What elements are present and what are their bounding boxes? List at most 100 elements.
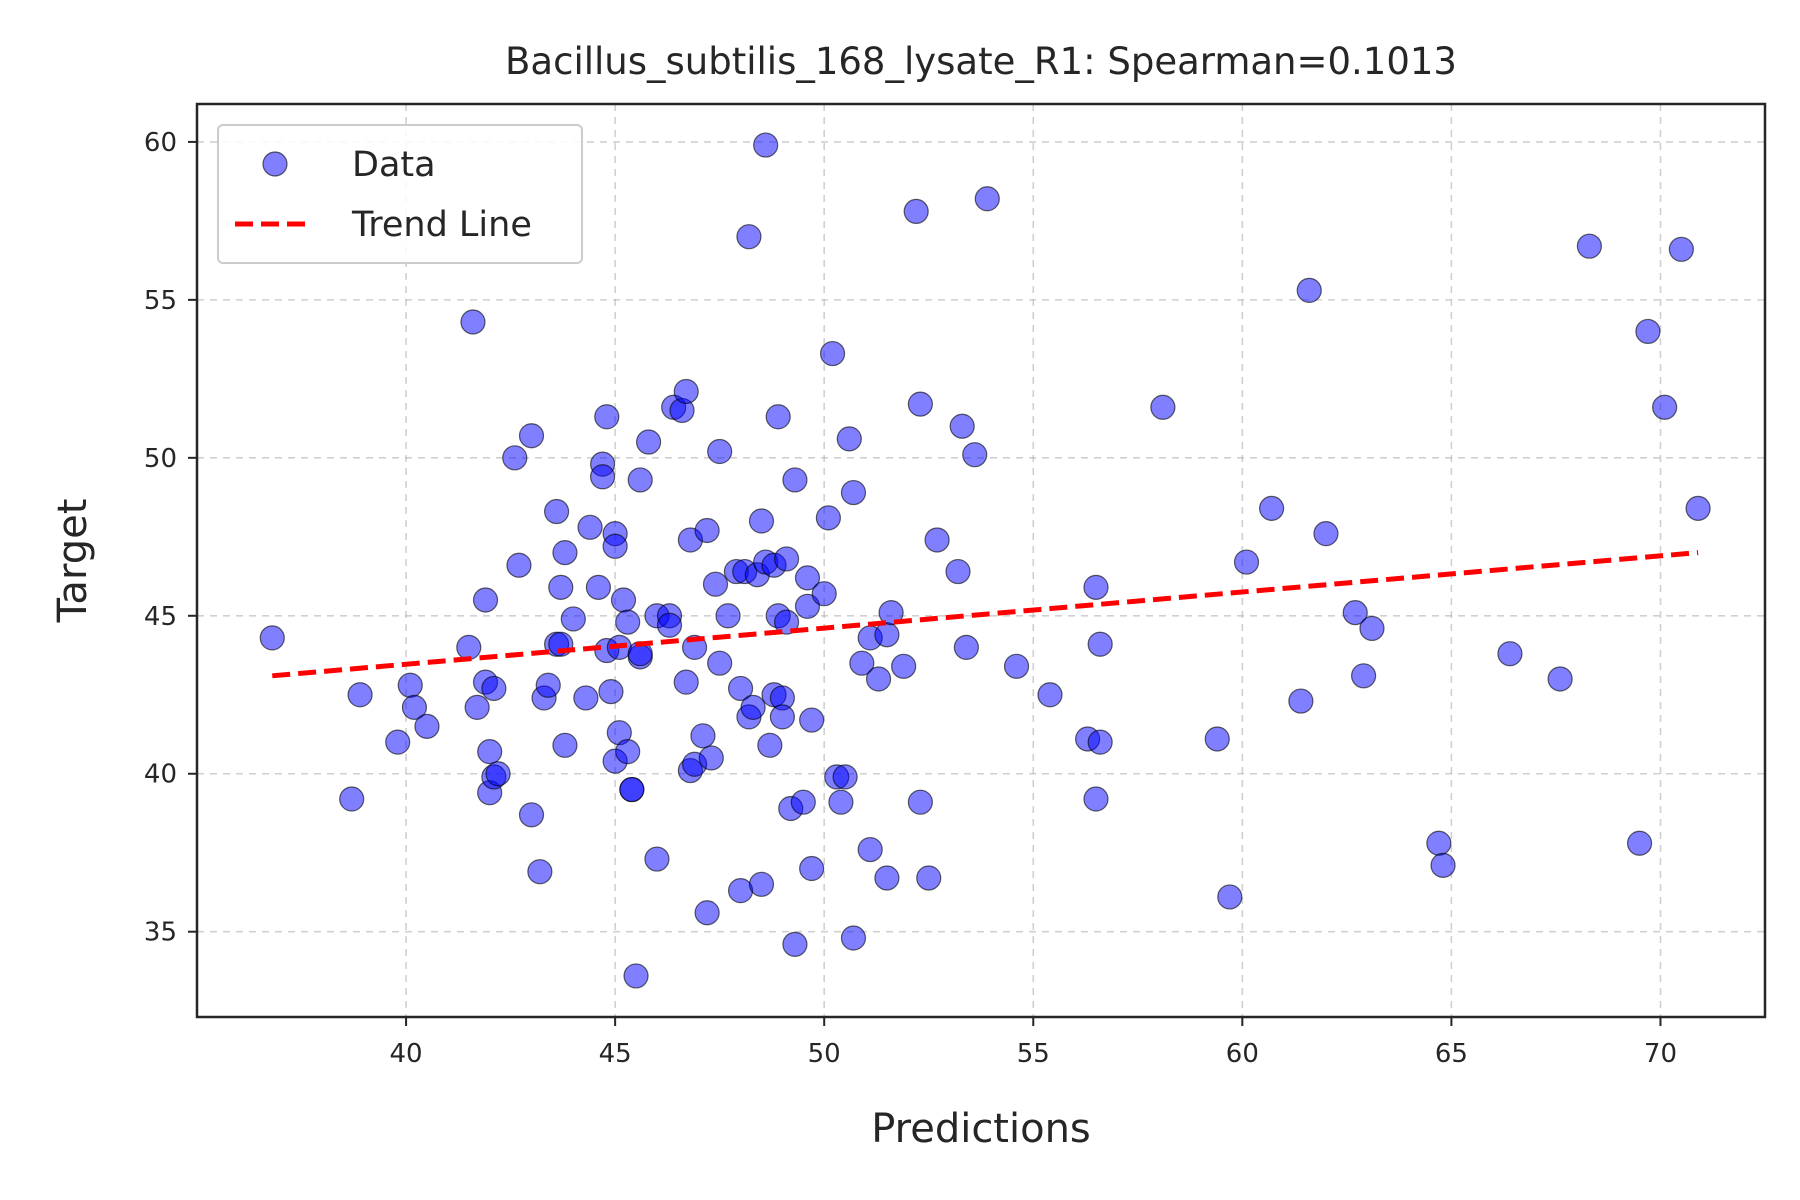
- data-point: [1313, 521, 1339, 547]
- data-point: [865, 666, 892, 692]
- data-point: [773, 546, 800, 572]
- data-point: [753, 132, 779, 158]
- x-tick-label: 45: [599, 1039, 632, 1069]
- data-point: [828, 789, 854, 815]
- x-tick-label: 50: [808, 1039, 841, 1069]
- data-point: [1037, 682, 1063, 708]
- data-point: [502, 445, 528, 471]
- data-point: [794, 593, 821, 619]
- y-tick-label: 55: [144, 286, 177, 316]
- x-tick-label: 40: [390, 1039, 423, 1069]
- data-point: [397, 672, 423, 698]
- data-point: [849, 650, 875, 676]
- data-point: [748, 508, 775, 534]
- y-tick-label: 60: [144, 128, 177, 158]
- legend-label-data: Data: [352, 145, 436, 185]
- x-tick-label: 55: [1017, 1039, 1050, 1069]
- data-point: [1342, 600, 1368, 626]
- data-point: [560, 606, 586, 632]
- data-point: [840, 925, 867, 951]
- data-point: [891, 653, 917, 679]
- legend-box: [217, 124, 583, 264]
- data-point: [610, 587, 637, 613]
- data-point: [573, 685, 599, 711]
- data-point: [464, 694, 490, 721]
- data-point: [727, 675, 754, 702]
- data-point: [715, 603, 741, 629]
- data-point: [1497, 641, 1523, 667]
- data-point: [953, 634, 979, 660]
- data-point: [1259, 495, 1285, 521]
- data-point: [1668, 236, 1694, 262]
- data-point: [1087, 729, 1113, 755]
- data-point: [878, 600, 904, 626]
- legend: Data Trend Line: [217, 124, 583, 264]
- data-point: [518, 802, 545, 828]
- data-point: [548, 574, 574, 600]
- y-tick-label: 40: [144, 760, 177, 790]
- data-point: [819, 340, 846, 367]
- data-point: [707, 650, 733, 676]
- data-point: [740, 694, 766, 721]
- data-point: [535, 672, 561, 698]
- data-point: [698, 745, 724, 771]
- y-axis-label: Target: [50, 499, 96, 624]
- data-point: [1003, 653, 1030, 679]
- data-point: [673, 669, 699, 695]
- data-point: [811, 581, 837, 607]
- data-point: [1150, 394, 1176, 420]
- data-point: [1087, 631, 1113, 657]
- data-point: [1359, 615, 1385, 642]
- data-point: [1426, 830, 1452, 856]
- data-point: [1626, 830, 1653, 856]
- ticks: 40 45 50 55 60 65 70 35 40 45 50 55 60: [144, 128, 1677, 1069]
- data-point: [857, 836, 883, 863]
- chart-title: Bacillus_subtilis_168_lysate_R1: Spearma…: [505, 40, 1457, 83]
- data-point: [874, 865, 900, 891]
- data-point: [1233, 549, 1260, 575]
- data-point: [707, 438, 733, 465]
- data-point: [782, 467, 808, 493]
- data-point: [1576, 233, 1602, 259]
- data-point: [1430, 852, 1456, 878]
- data-point: [259, 625, 285, 651]
- data-point: [347, 682, 373, 708]
- trend-line: [272, 550, 1699, 679]
- data-point: [903, 198, 929, 225]
- data-point: [477, 739, 503, 765]
- data-point: [1083, 786, 1109, 812]
- data-point: [945, 558, 971, 585]
- data-point: [527, 859, 553, 885]
- y-tick-label: 45: [144, 602, 177, 632]
- data-point: [635, 429, 662, 455]
- data-point: [782, 931, 808, 957]
- x-tick-label: 60: [1226, 1039, 1259, 1069]
- data-point: [799, 707, 825, 733]
- data-point: [598, 679, 624, 705]
- data-point: [790, 789, 816, 815]
- data-point: [589, 464, 616, 490]
- data-point: [962, 442, 988, 468]
- data-point: [815, 505, 841, 531]
- data-point: [773, 609, 800, 635]
- data-point: [552, 540, 578, 566]
- data-point: [1685, 495, 1711, 521]
- data-point: [694, 517, 720, 544]
- y-tick-label: 35: [144, 918, 177, 948]
- data-point: [1652, 394, 1678, 420]
- data-point: [518, 423, 545, 449]
- data-point: [1083, 574, 1109, 600]
- data-point: [594, 404, 620, 430]
- data-point: [1547, 666, 1573, 692]
- data-point: [1635, 318, 1661, 345]
- data-point: [472, 587, 499, 613]
- plot-frame: [195, 102, 1767, 1019]
- data-point: [506, 552, 532, 578]
- data-point: [1217, 884, 1243, 910]
- data-point: [644, 846, 670, 872]
- data-point: [585, 574, 612, 600]
- data-point: [794, 565, 821, 591]
- data-point: [769, 704, 795, 730]
- data-point: [656, 612, 683, 638]
